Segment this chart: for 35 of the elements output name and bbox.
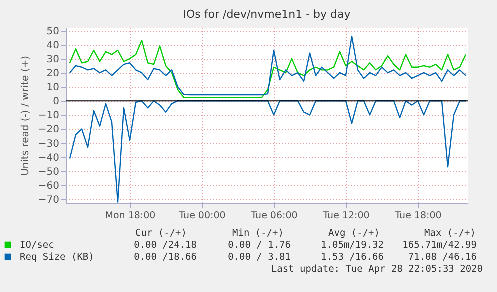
text: 0.00 / 1.76 <box>228 240 292 251</box>
text: 165.71m/42.99 <box>402 240 478 251</box>
y-tick-label: 10 <box>46 82 60 94</box>
y-tick-label: −60 <box>38 180 60 192</box>
legend-label: Req Size (KB) <box>20 252 94 263</box>
y-tick-label: 20 <box>46 68 60 80</box>
text: Cur (-/+) <box>136 228 187 239</box>
y-tick-label: −70 <box>38 194 60 206</box>
y-tick-label: −50 <box>38 166 60 178</box>
y-tick-label: −10 <box>38 110 60 122</box>
y-tick-label: 0 <box>53 96 60 108</box>
text: 1.53 /16.66 <box>321 252 384 263</box>
legend-label: IO/sec <box>20 240 54 251</box>
x-tick-label: Tue 00:00 <box>178 210 226 222</box>
text: Last update: Tue Apr 28 22:05:33 2020 <box>271 264 484 275</box>
y-tick-label: 50 <box>46 26 60 38</box>
text: Min (-/+) <box>232 228 284 239</box>
x-tick-label: Tue 18:00 <box>394 210 442 222</box>
text: Max (-/+) <box>424 228 476 239</box>
text: 0.00 / 3.81 <box>228 252 292 263</box>
x-tick-label: Tue 12:00 <box>322 210 370 222</box>
text: 71.08 /46.16 <box>408 252 478 263</box>
y-tick-label: 30 <box>46 54 60 66</box>
text: 0.00 /24.18 <box>134 240 198 251</box>
y-tick-label: −30 <box>38 138 60 150</box>
chart-title: IOs for /dev/nvme1n1 - by day <box>183 8 352 21</box>
text: Avg (-/+) <box>328 228 380 239</box>
text: 1.05m/19.32 <box>321 240 384 251</box>
text: 0.00 /18.66 <box>134 252 198 263</box>
y-tick-label: −20 <box>38 124 60 136</box>
y-tick-label: −40 <box>38 152 60 164</box>
x-tick-label: Tue 06:00 <box>250 210 298 222</box>
x-tick-label: Mon 18:00 <box>105 210 156 222</box>
y-tick-label: 40 <box>46 40 60 52</box>
y-axis-title: Units read (-) / write (+) <box>20 56 32 176</box>
